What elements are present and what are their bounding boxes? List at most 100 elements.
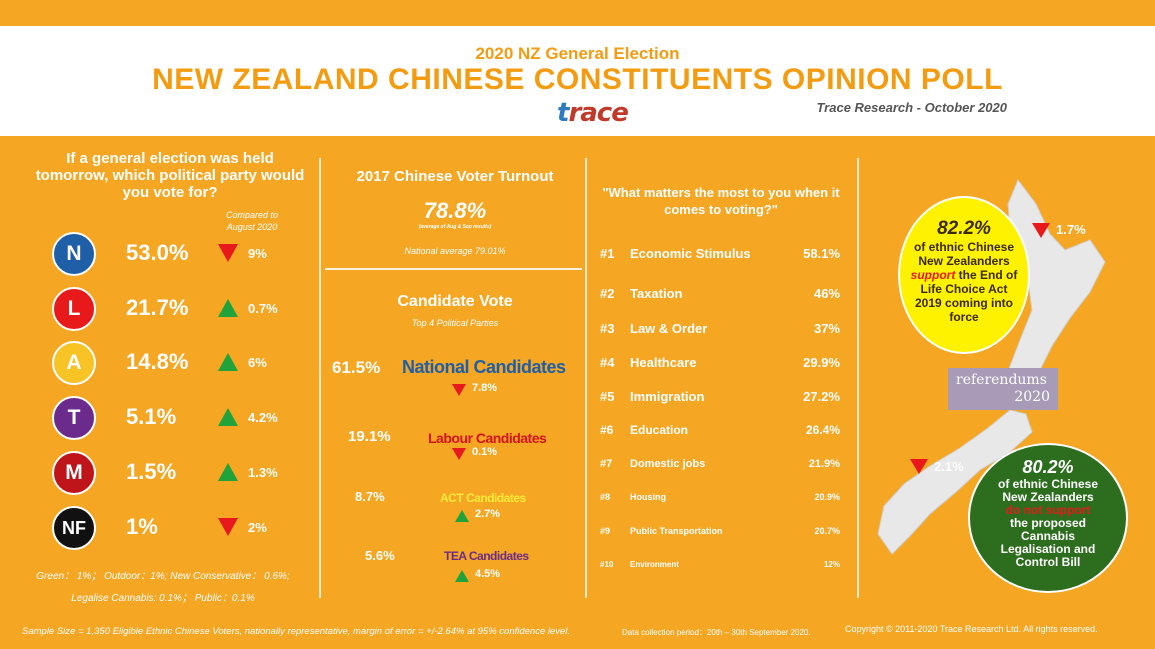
party-pct: 14.8% <box>126 349 189 374</box>
issue-value: 12% <box>823 560 840 569</box>
end-of-life-change: 1.7% <box>1056 222 1086 237</box>
candidate-pct: 19.1% <box>348 428 391 445</box>
cannabis-text: of ethnic Chinese New Zealanders do not … <box>970 478 1126 569</box>
party-row: A 14.8% 6% <box>52 341 312 387</box>
trace-logo: trace <box>557 98 629 128</box>
candidate-name: ACT Candidates <box>440 491 526 505</box>
party-change: 4.2% <box>248 410 278 425</box>
party-change: 2% <box>248 520 267 535</box>
party-badge: T <box>52 396 96 440</box>
badge-year: 2020 <box>1014 389 1050 405</box>
down-arrow-icon <box>1032 223 1050 238</box>
down-arrow-icon <box>910 459 928 474</box>
header-credit: Trace Research - October 2020 <box>816 100 1007 115</box>
issue-rank: #9 <box>600 526 611 536</box>
issue-rank: #4 <box>600 355 615 370</box>
issue-label: Law & Order <box>630 321 708 336</box>
party-badge: NF <box>52 506 96 550</box>
candidate-pct: 5.6% <box>365 548 395 563</box>
issue-rank: #7 <box>600 458 613 470</box>
party-change: 0.7% <box>248 301 278 316</box>
party-row: N 53.0% 9% <box>52 232 312 278</box>
turnout-value: 78.8% <box>423 198 487 223</box>
candidate-pct: 8.7% <box>355 489 385 504</box>
candidate-name: National Candidates <box>402 357 566 377</box>
sample-size-note: Sample Size = 1,350 Eligible Ethnic Chin… <box>22 626 571 637</box>
issue-value: 27.2% <box>803 389 840 404</box>
issue-value: 46% <box>813 286 840 301</box>
issue-rank: #1 <box>600 246 615 261</box>
party-pct: 1% <box>126 514 158 539</box>
issue-rank: #5 <box>600 389 615 404</box>
callout-text: of ethnic Chinese New Zealanders <box>997 477 1098 504</box>
candidate-change: 4.5% <box>475 568 501 580</box>
trend-arrow-icon <box>218 299 238 317</box>
party-pct: 53.0% <box>126 240 189 265</box>
national-average: National average 79.01% <box>404 246 506 256</box>
issue-value: 26.4% <box>805 423 840 437</box>
poll-question: If a general election was held tomorrow,… <box>35 150 305 201</box>
cannabis-pct: 80.2% <box>1022 457 1074 477</box>
trend-arrow-icon <box>218 408 238 426</box>
issue-label: Education <box>630 423 689 437</box>
candidate-name: TEA Candidates <box>444 549 529 563</box>
trend-arrow-icon <box>455 510 469 522</box>
candidate-change: 0.1% <box>472 446 498 458</box>
turnout-note: (average of Aug & Sep results) <box>418 224 492 230</box>
candidate-vote-subtitle: Top 4 Political Parties <box>411 318 499 328</box>
column-divider <box>585 158 587 598</box>
party-row: L 21.7% 0.7% <box>52 287 312 333</box>
party-row: NF 1% 2% <box>52 506 312 552</box>
issue-value: 21.9% <box>808 458 840 470</box>
party-pct: 5.1% <box>126 404 177 429</box>
party-row: M 1.5% 1.3% <box>52 451 312 497</box>
trend-arrow-icon <box>218 244 238 262</box>
party-change: 9% <box>248 246 267 261</box>
trend-arrow-icon <box>452 384 466 396</box>
column-divider <box>857 158 859 598</box>
issue-label: Immigration <box>630 389 705 404</box>
end-of-life-pct: 82.2% <box>937 218 991 239</box>
other-parties-line: Green： 1%； Outdoor：1%; New Conservative：… <box>36 571 290 582</box>
issue-rank: #10 <box>600 560 614 569</box>
compared-label: Compared to August 2020 <box>225 210 279 232</box>
party-pct: 21.7% <box>126 295 189 320</box>
header: 2020 NZ General Election NEW ZEALAND CHI… <box>0 26 1155 136</box>
issue-rank: #3 <box>600 321 615 336</box>
trend-arrow-icon <box>452 448 466 460</box>
other-parties: Green： 1%； Outdoor：1%; New Conservative：… <box>18 566 308 610</box>
data-period-note: Data collection period：20th – 30th Septe… <box>622 628 811 637</box>
issue-label: Environment <box>630 560 679 569</box>
party-badge: A <box>52 341 96 385</box>
badge-text: referendums <box>956 372 1047 388</box>
cannabis-change: 2.1% <box>934 459 964 474</box>
referendums-badge: referendums 2020 <box>948 368 1058 410</box>
issue-value: 37% <box>813 321 840 336</box>
header-subtitle: 2020 NZ General Election <box>475 44 680 63</box>
issue-label: Domestic jobs <box>630 458 706 470</box>
copyright: Copyright © 2011-2020 Trace Research Ltd… <box>845 624 1098 634</box>
trend-arrow-icon <box>218 518 238 536</box>
trend-arrow-icon <box>218 463 238 481</box>
issue-rank: #8 <box>600 492 611 502</box>
other-parties-line: Legalise Cannabis: 0.1%； Public：0.1% <box>71 593 255 604</box>
candidate-change: 2.7% <box>475 508 501 520</box>
page-title: NEW ZEALAND CHINESE CONSTITUENTS OPINION… <box>152 63 1003 96</box>
party-change: 6% <box>248 355 267 370</box>
issue-label: Economic Stimulus <box>630 246 751 261</box>
party-row: T 5.1% 4.2% <box>52 396 312 442</box>
cannabis-callout: 80.2% of ethnic Chinese New Zealanders d… <box>968 443 1128 593</box>
issue-label: Housing <box>630 492 666 502</box>
candidate-change: 7.8% <box>472 382 498 394</box>
issue-value: 20.9% <box>814 492 840 502</box>
issues-question: "What matters the most to you when it co… <box>602 185 840 217</box>
callout-emphasis: do not support <box>1005 503 1091 517</box>
callout-text: the End of Life Choice Act 2019 coming i… <box>914 268 1018 324</box>
candidate-name: Labour Candidates <box>428 430 547 446</box>
callout-text: of ethnic Chinese New Zealanders <box>913 240 1014 268</box>
candidate-pct: 61.5% <box>332 358 381 377</box>
callout-emphasis: support <box>910 268 956 282</box>
issue-value: 58.1% <box>803 246 840 261</box>
issue-value: 29.9% <box>803 355 840 370</box>
candidate-vote-title: Candidate Vote <box>397 293 513 310</box>
